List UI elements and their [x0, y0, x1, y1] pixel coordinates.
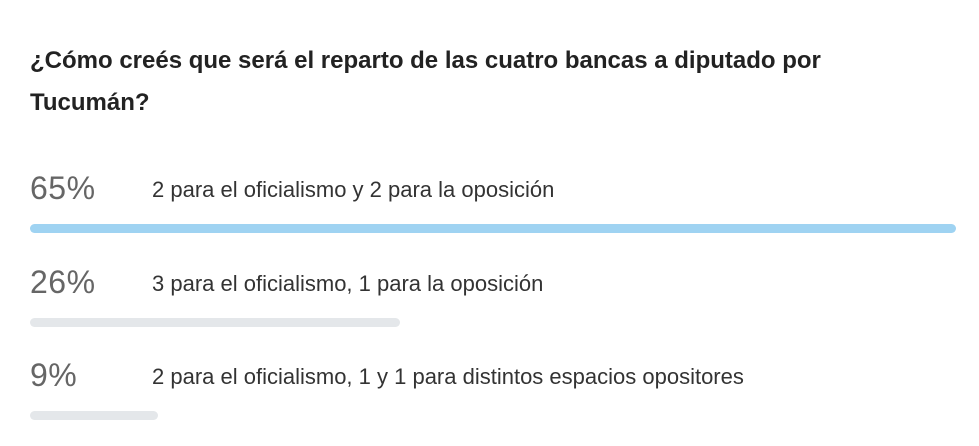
poll-option-percent: 65% [30, 170, 96, 206]
poll-option-label: 2 para el oficialismo y 2 para la oposic… [152, 177, 555, 202]
poll-option-percent: 9% [30, 357, 78, 393]
poll-question: ¿Cómo creés que será el reparto de las c… [30, 47, 821, 116]
poll-option-percent: 26% [30, 264, 96, 300]
poll-option-bar-track [30, 224, 956, 233]
poll-option-2[interactable]: 26% 3 para el oficialismo, 1 para la opo… [30, 262, 956, 332]
poll-option-label: 2 para el oficialismo, 1 y 1 para distin… [152, 364, 744, 389]
poll-option-bar [30, 318, 401, 327]
poll-option-1[interactable]: 65% 2 para el oficialismo y 2 para la op… [30, 168, 956, 238]
poll-option-bar [30, 411, 159, 420]
poll-option-bar [30, 224, 956, 233]
poll-option-label: 3 para el oficialismo, 1 para la oposici… [152, 271, 544, 296]
poll-option-bar-track [30, 411, 956, 420]
poll-option-3[interactable]: 9% 2 para el oficialismo, 1 y 1 para dis… [30, 355, 956, 425]
poll-option-bar-track [30, 318, 956, 327]
